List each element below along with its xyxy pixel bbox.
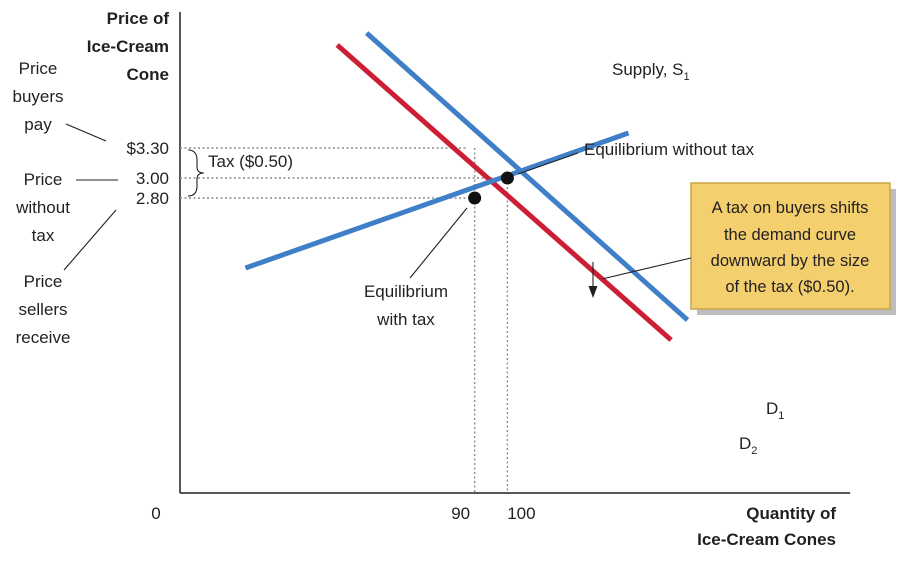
y-axis-title: Price of Ice-Cream Cone [87, 9, 170, 84]
y-axis-title-line-3: Cone [127, 65, 170, 84]
x-tick-label-0: 90 [451, 504, 470, 523]
callout-box [690, 182, 891, 310]
supply-label-text: Supply, S1 [612, 60, 690, 83]
supply-label: Supply, S1 [612, 60, 690, 83]
curve-demand-d2 [335, 43, 673, 342]
curve-supply-s1 [244, 130, 630, 271]
equilibrium-with-tax-line-2: with tax [376, 310, 435, 329]
demand-1-label: D1 [766, 399, 784, 422]
equilibrium-without-tax-point [500, 171, 514, 185]
equilibrium-without-tax-leader [517, 152, 579, 175]
equilibrium-points [468, 171, 514, 205]
price-sellers-receive-annotation: Price sellers receive [16, 209, 117, 347]
tax-brace-shape [187, 149, 205, 197]
price-sellers-receive-line-1: Price [24, 272, 63, 291]
callout-leader [601, 257, 692, 280]
y-axis-title-line-1: Price of [107, 9, 170, 28]
axes [179, 12, 850, 494]
equilibrium-with-tax-annotation: Equilibrium with tax [364, 207, 468, 329]
equilibrium-without-tax-label: Equilibrium without tax [584, 140, 755, 159]
price-sellers-receive-line-3: receive [16, 328, 71, 347]
x-axis-title-line-2: Ice-Cream Cones [697, 530, 836, 549]
y-tick-label-1: 3.00 [136, 169, 169, 188]
tax-bracket: Tax ($0.50) [187, 149, 293, 197]
callout-line-2: the demand curve [724, 226, 856, 244]
x-tick-labels: 90 100 [451, 504, 535, 523]
y-tick-label-2: 2.80 [136, 189, 169, 208]
y-tick-label-0: $3.30 [126, 139, 169, 158]
x-tick-label-1: 100 [507, 504, 535, 523]
price-buyers-pay-line-3: pay [24, 115, 52, 134]
y-tick-labels: $3.30 3.002.80 [126, 139, 169, 208]
curves [244, 31, 690, 342]
tax-bracket-label: Tax ($0.50) [208, 152, 293, 171]
x-axis-title: Quantity of Ice-Cream Cones [697, 504, 836, 549]
price-sellers-receive-leader [63, 209, 117, 271]
equilibrium-with-tax-leader [409, 207, 468, 279]
price-buyers-pay-line-2: buyers [12, 87, 63, 106]
demand-1-label-text: D1 [766, 399, 784, 422]
demand-2-label: D2 [739, 434, 757, 457]
y-axis-title-line-2: Ice-Cream [87, 37, 169, 56]
callout-line-3: downward by the size [711, 252, 870, 270]
price-sellers-receive-line-2: sellers [18, 300, 67, 319]
price-without-tax-line-3: tax [32, 226, 55, 245]
callout-line-1: A tax on buyers shifts [712, 199, 869, 217]
price-without-tax-line-2: without [15, 198, 70, 217]
curve-demand-d1 [364, 31, 690, 322]
price-buyers-pay-leader [65, 123, 107, 142]
equilibrium-without-tax-annotation: Equilibrium without tax [517, 140, 755, 175]
x-axis-title-line-1: Quantity of [746, 504, 836, 523]
tax-shift-callout: A tax on buyers shifts the demand curve … [601, 182, 896, 315]
equilibrium-with-tax-point [468, 191, 482, 205]
price-without-tax-annotation: Price without tax [15, 170, 118, 245]
callout-line-4: of the tax ($0.50). [725, 278, 854, 296]
price-without-tax-line-1: Price [24, 170, 63, 189]
price-buyers-pay-annotation: Price buyers pay [12, 59, 107, 142]
shift-arrow-head [588, 286, 598, 298]
guide-lines [180, 147, 509, 493]
demand-2-label-text: D2 [739, 434, 757, 457]
origin-label: 0 [151, 504, 160, 523]
equilibrium-with-tax-line-1: Equilibrium [364, 282, 448, 301]
demand-shift-arrow [588, 262, 598, 298]
price-buyers-pay-line-1: Price [19, 59, 58, 78]
